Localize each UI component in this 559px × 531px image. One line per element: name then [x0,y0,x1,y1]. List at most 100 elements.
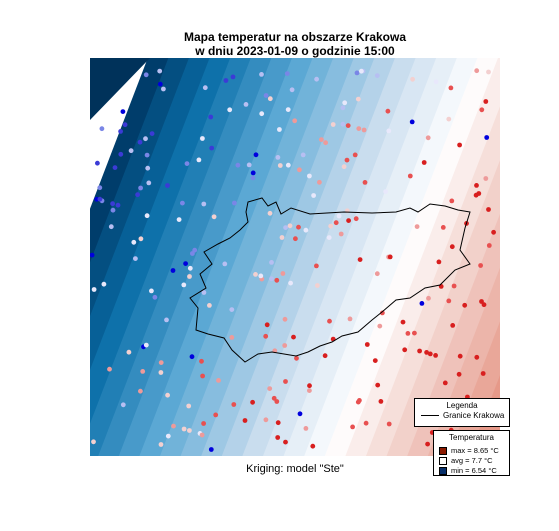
station-point [279,235,285,240]
station-point [99,126,105,132]
station-point [143,136,148,142]
station-point [479,107,485,113]
stat-avg-label: avg = 7.7 °C [451,456,493,465]
station-point [143,342,149,348]
station-point [297,411,303,417]
station-point [259,111,265,117]
station-point [383,189,388,195]
station-point [407,173,413,179]
station-point [350,424,355,430]
station-point [97,185,103,191]
station-point [158,370,164,375]
station-point [138,185,144,191]
station-point [450,323,456,328]
stat-avg: avg = 7.7 °C [439,456,509,466]
station-point [189,354,195,360]
station-point [231,402,237,407]
station-point [208,114,214,120]
station-point [386,421,392,427]
station-point [158,442,164,447]
station-point [140,369,146,374]
kriging-caption: Kriging: model "Ste" [246,463,344,475]
temperature-legend-title: Temperatura [449,433,494,442]
station-point [284,71,290,76]
station-point [120,109,126,114]
station-point [314,263,319,269]
station-point [229,307,235,312]
station-point [449,198,455,204]
station-point [280,271,286,276]
station-point [122,122,128,128]
station-points [90,68,496,452]
kriging-band [180,58,355,456]
station-point [307,383,312,389]
station-point [474,183,479,188]
station-point [347,316,353,322]
station-point [355,96,361,102]
station-point [293,236,298,242]
station-point [474,354,480,360]
station-point [242,418,248,423]
station-point [137,139,143,145]
station-point [307,388,312,393]
station-point [146,180,152,186]
kriging-band [221,58,396,456]
station-point [196,157,202,163]
station-point [291,334,296,340]
station-point [181,282,187,288]
station-point [145,165,151,171]
station-point [352,152,358,158]
station-point [421,160,427,165]
station-point [110,201,115,207]
station-point [138,388,143,394]
station-point [149,131,155,137]
station-point [310,443,316,449]
station-point [436,259,442,265]
station-point [377,323,383,329]
kriging-band [365,106,500,456]
station-point [478,263,483,268]
station-point [449,244,455,250]
station-point [486,207,491,212]
kriging-band [201,58,375,456]
station-point [484,135,490,140]
boundary-legend-title: Legenda [446,401,478,410]
kriging-band [118,58,293,456]
station-point [209,145,215,151]
stat-max-label: max = 8.65 °C [451,446,499,455]
station-point [274,399,280,404]
station-point [442,380,448,386]
station-point [230,74,236,80]
station-point [322,353,328,359]
station-point [317,179,322,185]
station-point [289,87,295,93]
station-point [311,193,316,198]
station-point [340,105,346,111]
station-point [250,175,256,181]
station-point [207,303,212,308]
station-point [186,403,192,409]
kriging-band [324,58,499,456]
station-point [187,274,192,279]
station-point [372,358,378,363]
station-point [157,81,163,87]
kriging-band [90,58,150,120]
station-point [491,229,496,235]
station-point [282,343,288,348]
station-point [269,276,274,282]
station-point [292,118,298,124]
station-point [259,72,264,77]
temperature-legend: Temperatura max = 8.65 °C avg = 7.7 °C m… [433,430,510,476]
station-point [253,272,258,277]
station-point [412,330,417,336]
station-point [202,85,208,91]
station-point [345,123,351,128]
station-point [446,116,452,122]
station-point [161,86,166,92]
kriging-band [537,0,559,531]
station-point [138,236,144,242]
station-point [387,254,393,260]
station-point [90,252,95,258]
kriging-band [345,58,500,456]
station-point [362,180,368,185]
